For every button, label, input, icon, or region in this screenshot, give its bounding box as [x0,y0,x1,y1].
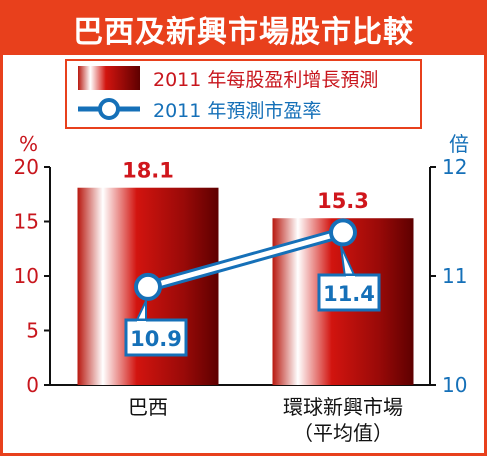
bar-value-label: 18.1 [122,159,174,183]
line-point [329,218,357,247]
series-line [145,229,346,290]
category-label: 巴西 [128,395,168,419]
chart-canvas: 2011 年每股盈利增長預測 2011 年預測市盈率 0 5 10 15 20 10 11 1… [14,59,469,445]
callout-box [124,318,188,357]
left-tick-label: 20 [14,155,39,179]
right-tick-label: 10 [442,373,467,397]
callout-gap [346,276,355,279]
title-bar: 巴西及新興市場股市比較 [3,3,484,55]
right-tick-label: 11 [442,264,467,288]
callout-box [317,273,381,312]
legend-bar-label: 2011 年每股盈利增長預測 [153,69,378,91]
category-label: 環球新興市場 [283,395,403,419]
left-tick-label: 0 [26,373,39,397]
line-value-label: 10.9 [130,327,182,351]
left-tick-label: 10 [14,264,39,288]
line-value-label: 11.4 [323,282,375,306]
left-tick-label: 5 [26,319,39,343]
right-axis-unit: 倍 [449,132,469,156]
category-label: （平均值） [293,421,393,445]
chart-title: 巴西及新興市場股市比較 [73,15,414,50]
left-axis-unit: % [19,132,38,156]
bar-value-label: 15.3 [317,189,369,213]
legend-marker-icon [98,98,120,120]
legend-bar-swatch [78,66,140,90]
left-tick-label: 15 [14,210,39,234]
legend-line-label: 2011 年預測市盈率 [153,100,321,122]
callout-gap [137,321,146,324]
line-point [134,272,162,301]
right-tick-label: 12 [442,155,467,179]
